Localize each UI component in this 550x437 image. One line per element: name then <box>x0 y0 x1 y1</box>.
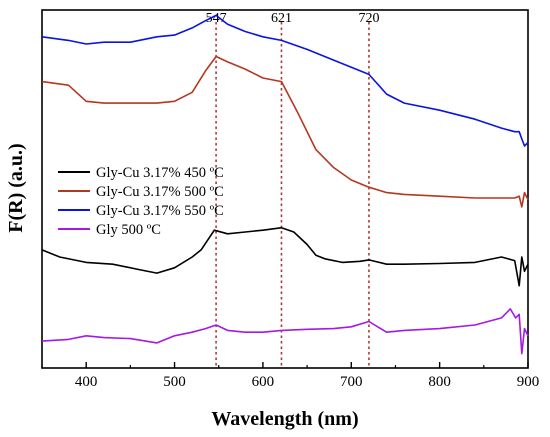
legend-label: Gly-Cu 3.17% 500 ºC <box>96 184 224 200</box>
y-axis-title: F(R) (a.u.) <box>5 143 27 232</box>
series-line <box>41 226 529 287</box>
series-layer <box>41 14 529 355</box>
x-tick-label: 800 <box>428 374 451 390</box>
plot-frame <box>41 9 529 369</box>
legend-label: Gly-Cu 3.17% 450 ºC <box>96 165 224 181</box>
series-line <box>41 14 529 147</box>
x-tick-label: 900 <box>517 374 540 390</box>
legend: Gly-Cu 3.17% 450 ºC Gly-Cu 3.17% 500 ºC Gl… <box>58 165 224 238</box>
x-tick-label: 500 <box>163 374 186 390</box>
peak-label: 621 <box>271 11 292 26</box>
x-axis-ticks: 400 500 600 700 800 900 <box>41 362 540 390</box>
peak-label: 547 <box>206 11 227 26</box>
reference-lines: 547 621 720 <box>206 11 379 368</box>
legend-label: Gly-Cu 3.17% 550 ºC <box>96 203 224 219</box>
series-line <box>41 308 529 355</box>
x-tick-label: 700 <box>340 374 363 390</box>
x-tick-label: 400 <box>75 374 98 390</box>
legend-label: Gly 500 ºC <box>96 222 161 238</box>
x-axis-title: Wavelength (nm) <box>211 408 358 430</box>
x-tick-label: 600 <box>252 374 275 390</box>
peak-label: 720 <box>358 11 379 26</box>
series-line <box>41 55 529 208</box>
